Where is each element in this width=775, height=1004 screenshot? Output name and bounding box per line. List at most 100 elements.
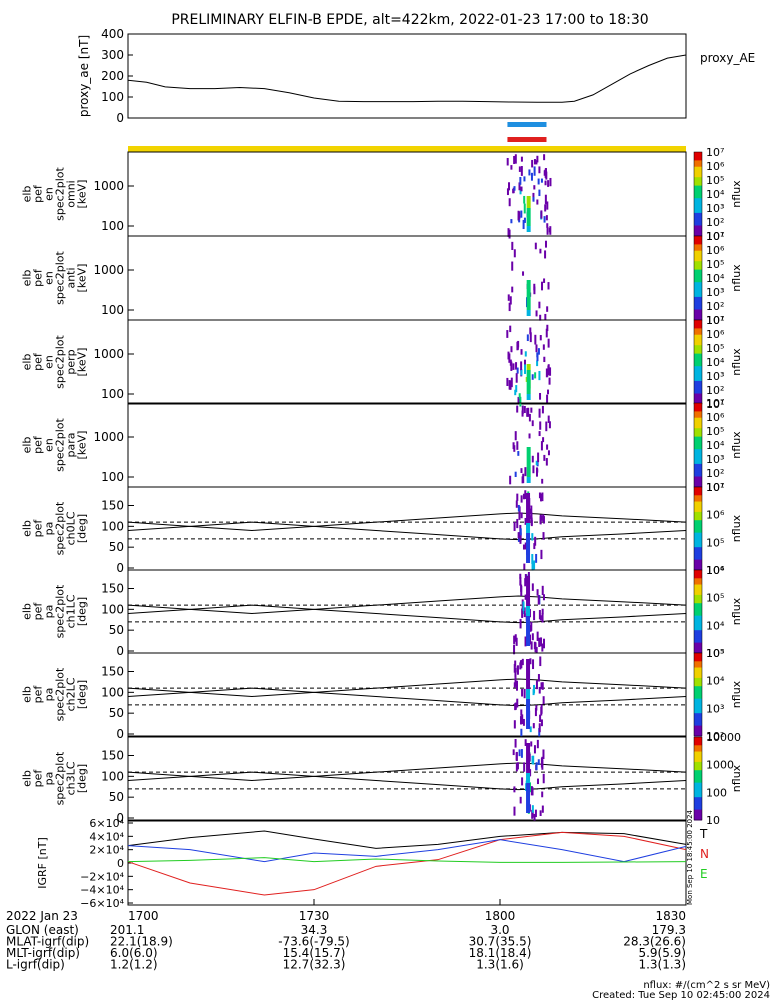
- igrf-ytick-label: −4×10⁴: [80, 884, 124, 897]
- colorbar-swatch: [694, 417, 702, 421]
- pitch-angle-ytick-label: 0: [116, 727, 124, 741]
- colorbar-tick-label: 10⁶: [706, 509, 725, 522]
- colorbar-tick-label: 10³: [706, 453, 724, 466]
- spectrogram-cell: [529, 332, 532, 343]
- pitch-angle-cell: [522, 601, 525, 611]
- colorbar-swatch: [694, 807, 702, 811]
- colorbar-swatch: [694, 453, 702, 456]
- pitch-angle-core-cell: [526, 669, 531, 679]
- colorbar-swatch: [694, 238, 702, 241]
- spectrogram-cell: [538, 370, 541, 381]
- colorbar-tick-label: 10⁴: [706, 675, 725, 688]
- spectrogram-core-cell: [526, 298, 531, 304]
- colorbar-tick-label: 10²: [706, 467, 724, 480]
- colorbar-swatch: [694, 269, 702, 273]
- spectrogram-cell: [528, 433, 531, 439]
- pitch-angle-cell: [538, 723, 541, 733]
- spectrogram-core-cell: [526, 214, 531, 220]
- spectrogram-cell: [508, 353, 511, 363]
- x-tick-label: 1800: [485, 909, 516, 923]
- spectrogram-cell: [513, 249, 516, 258]
- colorbar-tick-label: 10⁷: [706, 146, 724, 159]
- pitch-angle-cell: [519, 796, 522, 804]
- pitch-angle-panel-0: 150100500elbpefpaspec2plotch0LC[deg]10⁷1…: [21, 481, 744, 577]
- colorbar-swatch: [694, 393, 702, 397]
- colorbar-swatch: [694, 686, 702, 689]
- spectrogram-ylabel: [keV]: [76, 431, 89, 460]
- colorbar-tick-label: 10⁵: [706, 592, 724, 605]
- proxy-ae-panel: 400 300 200 100 0 proxy_ae [nT] proxy_AE: [77, 27, 755, 125]
- pitch-angle-ylabel: spec2plot: [54, 501, 67, 555]
- spectrogram-ylabel: spec2plot: [54, 418, 67, 472]
- spectrogram-ylabel: [keV]: [76, 264, 89, 293]
- colorbar-tick-label: 10: [706, 814, 720, 827]
- spectrogram-cell: [546, 444, 549, 450]
- pitch-angle-core-cell: [526, 513, 531, 523]
- pitch-angle-cell: [534, 809, 537, 818]
- axis-row-value: 30.7(35.5): [469, 935, 532, 949]
- spectrogram-cell: [511, 261, 514, 271]
- colorbar-swatch: [694, 648, 702, 652]
- pitch-angle-cell: [514, 703, 517, 711]
- spectrogram-cell: [520, 369, 523, 376]
- colorbar-swatch: [694, 582, 702, 586]
- spectrogram-cell: [546, 223, 549, 228]
- axis-row-value: 1.3(1.3): [638, 958, 686, 972]
- igrf-line-t: [127, 830, 687, 849]
- pitch-angle-cell: [519, 528, 522, 536]
- colorbar-swatch: [694, 530, 702, 534]
- pitch-angle-cell: [535, 553, 538, 563]
- colorbar-swatch: [694, 411, 702, 414]
- colorbar-swatch: [694, 621, 702, 625]
- loss-cone-line: [127, 771, 687, 791]
- axis-row-label: MLAT-igrf(dip): [6, 935, 89, 949]
- pitch-angle-ylabel: pef: [32, 769, 45, 788]
- spectrogram-ylabel: perp: [65, 349, 78, 374]
- colorbar-swatch: [694, 315, 702, 319]
- colorbar-swatch: [694, 179, 702, 182]
- spectrogram-core-cell: [526, 394, 531, 400]
- spectrogram-cell: [547, 450, 550, 456]
- colorbar-swatch: [694, 592, 702, 596]
- colorbar-swatch: [694, 334, 702, 338]
- spectrogram-cell: [506, 330, 509, 338]
- colorbar-swatch: [694, 154, 702, 157]
- x-tick-label: 1730: [299, 909, 330, 923]
- colorbar-swatch: [694, 613, 702, 617]
- colorbar-swatch: [694, 170, 702, 174]
- colorbar-swatch: [694, 280, 702, 283]
- colorbar-swatch: [694, 737, 702, 740]
- pitch-angle-core-cell: [526, 636, 531, 646]
- spectrogram-cell: [513, 445, 516, 452]
- pitch-angle-core-cell: [526, 659, 531, 669]
- pitch-angle-cell: [542, 514, 545, 522]
- colorbar-swatch: [694, 543, 702, 546]
- colorbar-swatch: [694, 380, 702, 384]
- colorbar-swatch: [694, 366, 702, 369]
- colorbar-swatch: [694, 364, 702, 367]
- colorbar-swatch: [694, 257, 702, 260]
- pitch-angle-cell: [520, 512, 523, 519]
- colorbar-swatch: [694, 815, 702, 819]
- colorbar-swatch: [694, 495, 702, 498]
- spectrogram-cell: [508, 229, 511, 239]
- spectrogram-core-cell: [526, 370, 531, 376]
- colorbar-swatch: [694, 212, 702, 216]
- colorbar-swatch: [694, 611, 702, 615]
- spectrogram-ytick-label: 1000: [93, 430, 124, 444]
- pitch-angle-cell: [523, 762, 526, 772]
- colorbar-swatch: [694, 636, 702, 639]
- spectrogram-cell: [522, 219, 525, 230]
- pitch-angle-cell: [529, 769, 532, 776]
- colorbar-swatch: [694, 551, 702, 554]
- colorbar-swatch: [694, 357, 702, 361]
- pitch-angle-cell: [524, 594, 527, 600]
- pitch-angle-core-cell: [526, 543, 531, 553]
- colorbar-swatch: [694, 217, 702, 220]
- colorbar-swatch: [694, 152, 702, 155]
- pitch-angle-frame: [127, 736, 687, 821]
- spectrogram-cell: [517, 451, 520, 456]
- colorbar-swatch: [694, 428, 702, 431]
- colorbar-swatch: [694, 528, 702, 532]
- spectrogram-cell: [547, 180, 550, 187]
